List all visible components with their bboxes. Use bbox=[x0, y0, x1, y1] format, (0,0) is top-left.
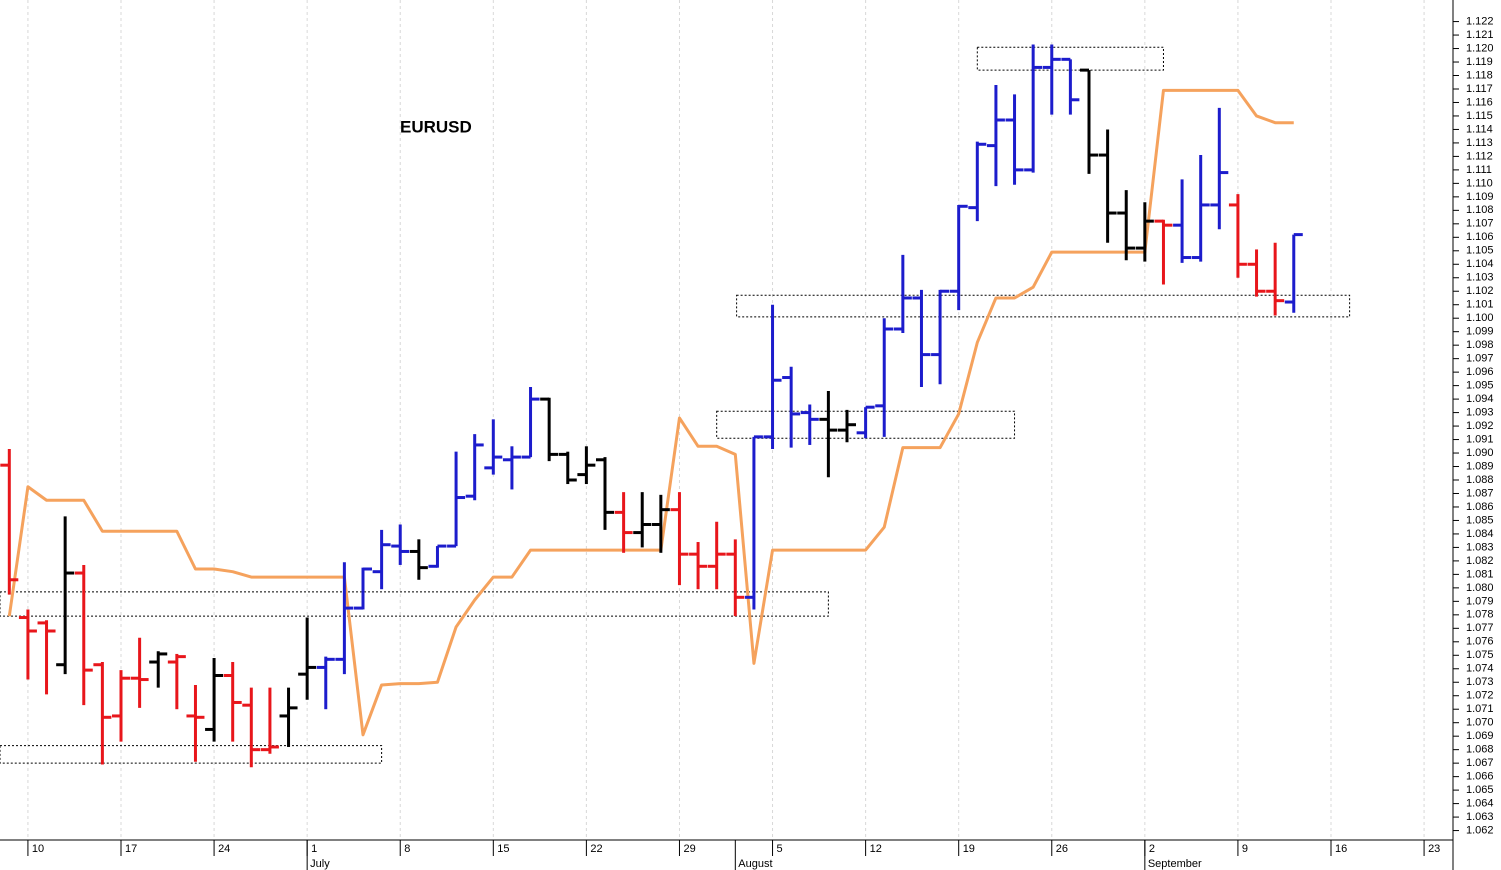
y-tick-label: 1.102 bbox=[1466, 285, 1494, 297]
y-tick-label: 1.065 bbox=[1466, 784, 1494, 796]
y-tick-label: 1.096 bbox=[1466, 366, 1494, 378]
y-tick-label: 1.088 bbox=[1466, 474, 1494, 486]
y-tick-label: 1.120 bbox=[1466, 42, 1494, 54]
y-tick-label: 1.095 bbox=[1466, 380, 1494, 392]
y-tick-label: 1.078 bbox=[1466, 609, 1494, 621]
zone bbox=[0, 591, 829, 617]
x-tick-label: 10 bbox=[32, 843, 44, 855]
y-tick-label: 1.082 bbox=[1466, 555, 1494, 567]
y-tick-label: 1.070 bbox=[1466, 717, 1494, 729]
y-tick-label: 1.077 bbox=[1466, 622, 1494, 634]
month-label: July bbox=[310, 858, 330, 870]
y-tick-label: 1.079 bbox=[1466, 595, 1494, 607]
y-tick-label: 1.103 bbox=[1466, 272, 1494, 284]
x-tick-label: 12 bbox=[870, 843, 882, 855]
y-tick-label: 1.083 bbox=[1466, 541, 1494, 553]
zone bbox=[736, 294, 1351, 318]
x-tick-label: 19 bbox=[963, 843, 975, 855]
y-tick-label: 1.093 bbox=[1466, 406, 1494, 418]
y-tick-label: 1.074 bbox=[1466, 663, 1494, 675]
y-tick-label: 1.121 bbox=[1466, 29, 1494, 41]
x-tick-label: 5 bbox=[777, 843, 783, 855]
y-tick-label: 1.071 bbox=[1466, 703, 1494, 715]
y-tick-label: 1.075 bbox=[1466, 649, 1494, 661]
y-tick-label: 1.114 bbox=[1466, 123, 1493, 135]
x-tick-label: 17 bbox=[125, 843, 137, 855]
y-tick-label: 1.089 bbox=[1466, 460, 1494, 472]
y-tick-label: 1.086 bbox=[1466, 501, 1494, 513]
y-tick-label: 1.091 bbox=[1466, 433, 1494, 445]
x-tick-label: 29 bbox=[683, 843, 695, 855]
y-tick-label: 1.084 bbox=[1466, 528, 1494, 540]
y-tick-label: 1.080 bbox=[1466, 582, 1494, 594]
chart-title: EURUSD bbox=[400, 117, 472, 136]
x-tick-label: 16 bbox=[1335, 843, 1347, 855]
y-tick-label: 1.064 bbox=[1466, 798, 1494, 810]
y-tick-label: 1.111 bbox=[1466, 164, 1492, 176]
x-tick-label: 15 bbox=[497, 843, 509, 855]
y-tick-label: 1.066 bbox=[1466, 771, 1494, 783]
month-label: September bbox=[1148, 858, 1202, 870]
y-tick-label: 1.090 bbox=[1466, 447, 1494, 459]
y-tick-label: 1.069 bbox=[1466, 730, 1494, 742]
y-tick-label: 1.117 bbox=[1466, 83, 1493, 95]
y-tick-label: 1.106 bbox=[1466, 231, 1494, 243]
y-tick-label: 1.108 bbox=[1466, 204, 1494, 216]
y-tick-label: 1.110 bbox=[1466, 177, 1493, 189]
y-tick-label: 1.109 bbox=[1466, 191, 1494, 203]
y-tick-label: 1.112 bbox=[1466, 150, 1493, 162]
y-tick-label: 1.105 bbox=[1466, 245, 1494, 257]
x-tick-label: 22 bbox=[590, 843, 602, 855]
indicator-line bbox=[7, 88, 1294, 737]
y-tick-label: 1.099 bbox=[1466, 326, 1494, 338]
y-tick-label: 1.063 bbox=[1466, 811, 1494, 823]
zone bbox=[0, 745, 383, 764]
y-tick-label: 1.072 bbox=[1466, 690, 1494, 702]
month-label: August bbox=[738, 858, 772, 870]
x-tick-label: 24 bbox=[218, 843, 230, 855]
x-tick-label: 23 bbox=[1428, 843, 1440, 855]
x-tick-label: 1 bbox=[311, 843, 317, 855]
y-tick-label: 1.113 bbox=[1466, 137, 1493, 149]
y-tick-label: 1.115 bbox=[1466, 110, 1493, 122]
y-tick-label: 1.076 bbox=[1466, 636, 1494, 648]
x-tick-label: 2 bbox=[1149, 843, 1155, 855]
x-tick-label: 9 bbox=[1242, 843, 1248, 855]
y-tick-label: 1.097 bbox=[1466, 353, 1494, 365]
y-tick-label: 1.118 bbox=[1466, 69, 1493, 81]
y-tick-label: 1.122 bbox=[1466, 15, 1494, 27]
y-tick-label: 1.081 bbox=[1466, 568, 1494, 580]
zone bbox=[976, 46, 1164, 71]
y-tick-label: 1.068 bbox=[1466, 744, 1494, 756]
y-tick-label: 1.101 bbox=[1466, 299, 1494, 311]
y-tick-label: 1.119 bbox=[1466, 56, 1493, 68]
y-tick-label: 1.073 bbox=[1466, 676, 1494, 688]
y-tick-label: 1.098 bbox=[1466, 339, 1494, 351]
y-tick-label: 1.100 bbox=[1466, 312, 1494, 324]
y-tick-label: 1.104 bbox=[1466, 258, 1494, 270]
y-tick-label: 1.107 bbox=[1466, 218, 1494, 230]
y-tick-label: 1.094 bbox=[1466, 393, 1494, 405]
x-tick-label: 8 bbox=[404, 843, 410, 855]
y-tick-label: 1.062 bbox=[1466, 824, 1494, 836]
y-tick-label: 1.087 bbox=[1466, 487, 1494, 499]
y-tick-label: 1.116 bbox=[1466, 96, 1493, 108]
y-tick-label: 1.067 bbox=[1466, 757, 1494, 769]
y-tick-label: 1.085 bbox=[1466, 514, 1494, 526]
x-tick-label: 26 bbox=[1056, 843, 1068, 855]
y-tick-label: 1.092 bbox=[1466, 420, 1494, 432]
